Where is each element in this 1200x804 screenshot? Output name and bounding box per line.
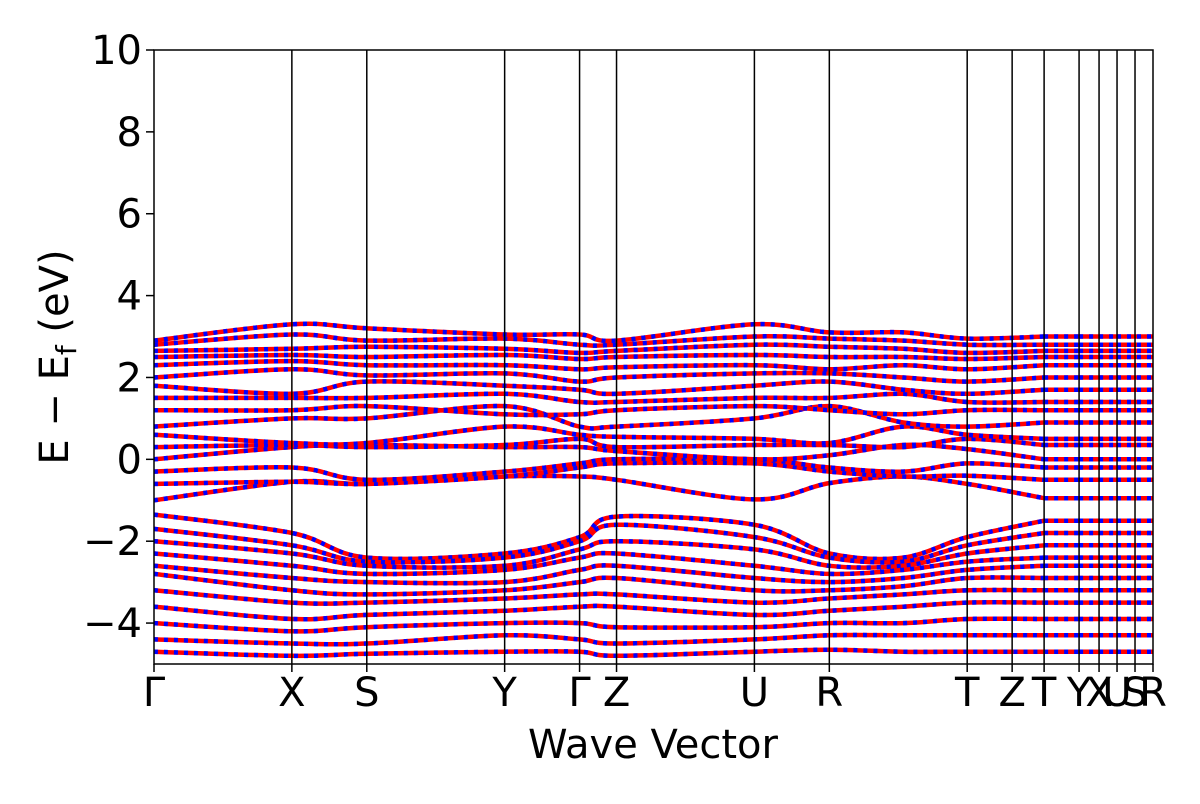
x-tick-label: Γ (143, 670, 166, 716)
x-axis-label: Wave Vector (528, 722, 779, 768)
x-tick-label: U (740, 670, 769, 716)
x-tick-label: X (1085, 670, 1112, 716)
x-tick-label: Γ (568, 670, 591, 716)
band-line-overlay (154, 321, 1045, 344)
band-line-overlay (154, 647, 1045, 659)
x-tick-label: Z (603, 670, 630, 716)
band-line-overlay (154, 563, 1045, 586)
y-axis-label-unit: (eV) (32, 249, 78, 345)
y-tick-label: −4 (83, 601, 142, 647)
x-tick-label: Y (491, 670, 517, 716)
y-tick-label: −2 (83, 519, 142, 565)
y-tick-label: 0 (117, 437, 142, 483)
x-tick-label: X (278, 670, 305, 716)
x-tick-label: Z (998, 670, 1025, 716)
band-line-overlay (154, 352, 1045, 362)
band-line (154, 473, 1045, 503)
band-line-overlay (154, 456, 1045, 483)
y-axis-label-sub: f (50, 344, 83, 355)
band-line-overlay (154, 424, 1045, 447)
kpoint-lines (291, 50, 1136, 664)
band-line-overlay (154, 571, 1045, 597)
x-tick-label: U (1102, 670, 1131, 716)
y-tick-label: 4 (117, 274, 142, 320)
y-tick-label: 10 (91, 28, 142, 74)
y-tick-label: 6 (117, 192, 142, 238)
bands-layer (154, 321, 1153, 659)
band-line-overlay (154, 436, 1045, 450)
x-tick-label: S (1122, 670, 1147, 716)
band-line-overlay (154, 379, 1045, 397)
x-tick-label: Y (1066, 670, 1092, 716)
plot-frame (153, 49, 1154, 665)
x-tick-label: S (354, 670, 379, 716)
y-axis-label: E − Ef (eV) (32, 249, 83, 464)
y-axis-ticks: −4 −2 0 2 4 6 8 10 (83, 28, 154, 647)
y-axis-label-main: E − E (32, 355, 78, 465)
x-tick-label: R (815, 670, 843, 716)
band-line-overlay (154, 522, 1045, 565)
band-line (154, 632, 1045, 647)
x-tick-label: R (1139, 670, 1167, 716)
y-tick-label: 8 (117, 110, 142, 156)
y-tick-label: 2 (117, 355, 142, 401)
x-tick-label: T (954, 670, 980, 716)
band-line-overlay (154, 550, 1045, 577)
x-tick-label: T (1031, 670, 1057, 716)
band-line-overlay (154, 512, 1045, 562)
